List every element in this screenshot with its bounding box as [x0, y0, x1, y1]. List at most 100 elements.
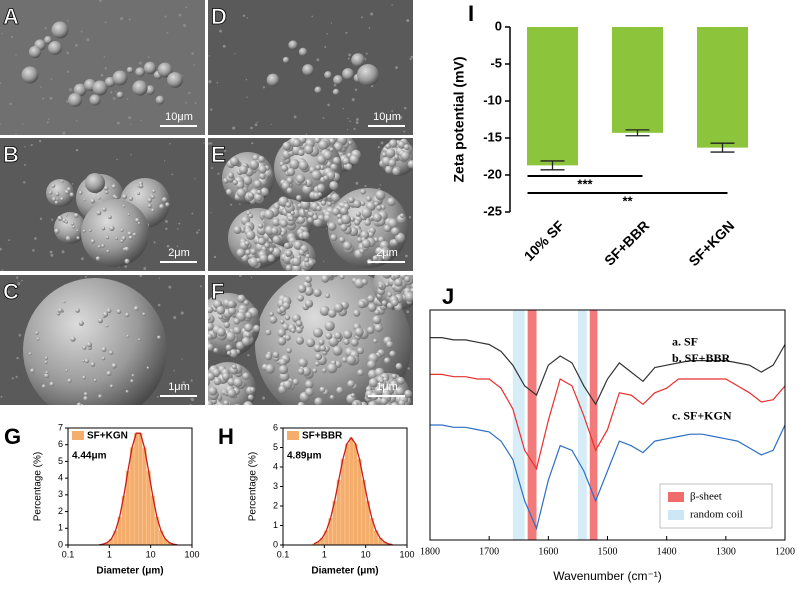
sem-speck	[129, 123, 132, 126]
sem-texture	[349, 404, 352, 405]
sem-speck	[238, 275, 242, 277]
sem-texture	[135, 217, 140, 223]
sem-texture	[97, 196, 101, 200]
sem-speck	[324, 45, 327, 48]
sem-texture	[132, 232, 137, 237]
x-axis-label: Wavenumber (cm⁻¹)	[553, 569, 662, 583]
sem-speck	[379, 184, 382, 186]
sem-texture	[120, 228, 124, 232]
sem-texture	[212, 409, 221, 418]
sem-speck	[326, 33, 328, 35]
sem-texture	[228, 307, 237, 316]
sem-texture	[272, 247, 282, 257]
sem-speck	[15, 133, 17, 135]
sem-texture	[271, 227, 279, 235]
sem-speck	[217, 172, 220, 175]
sem-texture	[297, 294, 304, 302]
sem-texture	[374, 309, 380, 316]
band	[512, 310, 525, 540]
sem-speck	[361, 16, 363, 19]
sem-texture	[353, 309, 361, 317]
series-label: b. SF+BBR	[672, 351, 731, 365]
sem-texture	[259, 172, 266, 180]
sem-speck	[208, 359, 209, 362]
sem-texture	[301, 231, 310, 240]
sem-speck	[178, 222, 181, 225]
legend-swatch	[668, 510, 684, 520]
sem-particle	[23, 278, 167, 405]
sem-texture	[101, 244, 105, 248]
sem-texture	[86, 342, 92, 348]
sem-texture	[320, 200, 327, 206]
sem-texture	[75, 308, 80, 313]
sem-particle	[28, 45, 42, 59]
sem-texture	[280, 319, 285, 325]
sem-texture	[367, 360, 377, 370]
sem-texture	[278, 364, 289, 375]
sem-speck	[15, 375, 18, 379]
sem-texture	[128, 196, 134, 201]
y-tick-label: 6	[58, 439, 63, 449]
sem-texture	[313, 327, 323, 338]
sem-particle	[21, 66, 39, 84]
sem-texture	[298, 249, 305, 256]
sem-texture	[393, 154, 400, 160]
sem-texture	[220, 406, 227, 413]
sem-texture	[44, 356, 49, 360]
sem-texture	[282, 141, 292, 151]
sem-texture	[30, 368, 35, 373]
sem-texture	[49, 381, 55, 387]
sem-texture	[319, 165, 325, 171]
legend-box	[659, 483, 773, 529]
sem-texture	[95, 256, 101, 261]
sem-texture	[259, 254, 268, 263]
sem-texture	[269, 315, 278, 324]
sem-speck	[176, 245, 179, 247]
sem-texture	[76, 402, 82, 405]
sem-speck	[190, 397, 193, 401]
sem-texture	[88, 229, 92, 232]
sem-texture	[343, 330, 353, 339]
y-tick-label: 5	[58, 456, 63, 466]
sem-texture	[225, 344, 232, 351]
sem-texture	[233, 225, 242, 234]
sem-texture	[90, 198, 96, 204]
sem-texture	[347, 380, 355, 388]
sem-speck	[1, 269, 4, 271]
sem-speck	[230, 203, 233, 206]
sem-particle	[104, 76, 116, 88]
sem-texture	[247, 394, 254, 401]
sem-texture	[267, 254, 275, 262]
sem-texture	[243, 401, 253, 405]
sem-speck	[115, 90, 117, 93]
sem-texture	[304, 380, 314, 389]
sem-texture	[71, 222, 75, 226]
band	[589, 310, 598, 540]
sem-texture	[357, 237, 363, 243]
sem-texture	[308, 211, 314, 217]
sem-texture	[104, 186, 109, 191]
sem-texture	[264, 242, 270, 249]
sem-texture	[41, 384, 46, 389]
sem-speck	[98, 0, 102, 2]
sem-texture	[332, 207, 341, 216]
sem-texture	[313, 288, 322, 297]
sem-texture	[125, 390, 129, 394]
sem-texture	[82, 345, 87, 350]
sem-texture	[225, 188, 233, 196]
sem-texture	[105, 190, 109, 195]
sem-texture	[288, 216, 294, 222]
sem-texture	[317, 192, 323, 197]
histogram-bar	[133, 432, 139, 546]
x-tick-label: 1300	[716, 546, 736, 557]
sem-speck	[188, 91, 191, 95]
sem-texture	[137, 192, 141, 196]
sem-texture	[353, 219, 361, 226]
sem-speck	[32, 249, 35, 252]
sem-texture	[290, 328, 296, 333]
sem-speck	[62, 131, 66, 135]
sem-texture	[345, 163, 353, 171]
sem-texture	[323, 175, 329, 181]
sem-texture	[351, 408, 357, 414]
sem-texture	[413, 293, 421, 301]
